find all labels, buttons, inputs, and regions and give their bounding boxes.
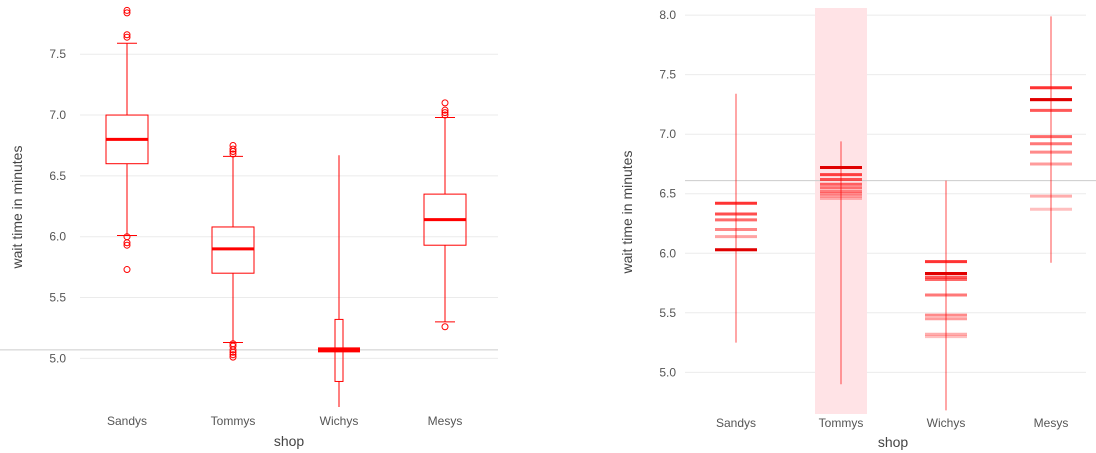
boxplot-panel: 5.0 5.5 6.0 6.5 7.0 7.5 Sandys Tommys Wichys Mesy… [0,6,498,449]
outlier-point [229,348,237,356]
outlier-point [123,239,131,247]
y-tick-label: 8.0 [659,8,676,22]
y-tick-label: 5.5 [49,291,66,305]
outlier-point [123,266,131,274]
outlier-point [229,148,237,156]
x-axis-title: shop [878,434,909,450]
outlier-point [123,241,131,249]
y-axis-title: wait time in minutes [9,146,25,270]
outlier-point [441,323,449,331]
outlier-point [229,351,237,359]
x-tick-label: Mesys [1034,416,1069,430]
y-tick-label: 5.0 [49,351,66,365]
outlier-point [123,33,131,41]
y-tick-label: 6.5 [659,187,676,201]
y-tick-label: 5.5 [659,306,676,320]
outlier-point [123,9,131,17]
y-tick-label: 7.5 [49,47,66,61]
y-tick-label: 7.0 [49,108,66,122]
interval-plot-panel: 5.0 5.5 6.0 6.5 7.0 7.5 8.0 Sandys Tommys Wichys M… [619,8,1096,450]
outlier-point [229,145,237,153]
outlier-point [441,106,449,114]
y-axis-title: wait time in minutes [619,151,635,275]
x-tick-label: Tommys [211,414,256,428]
outlier-point [123,6,131,14]
x-axis-title: shop [274,433,305,449]
x-tick-label: Sandys [716,416,756,430]
y-tick-label: 5.0 [659,365,676,379]
outlier-point [441,111,449,119]
y-tick-label: 6.0 [49,230,66,244]
outlier-point [229,150,237,158]
x-tick-label: Mesys [428,414,463,428]
x-tick-label: Wichys [320,414,359,428]
x-tick-label: Sandys [107,414,147,428]
x-tick-label: Tommys [819,416,864,430]
y-tick-label: 7.5 [659,68,676,82]
outlier-point [229,346,237,354]
outlier-point [123,31,131,39]
outlier-point [441,109,449,117]
y-tick-label: 6.0 [659,246,676,260]
outlier-point [229,353,237,361]
outlier-point [441,99,449,107]
y-tick-label: 6.5 [49,169,66,183]
y-tick-label: 7.0 [659,127,676,141]
x-tick-label: Wichys [927,416,966,430]
